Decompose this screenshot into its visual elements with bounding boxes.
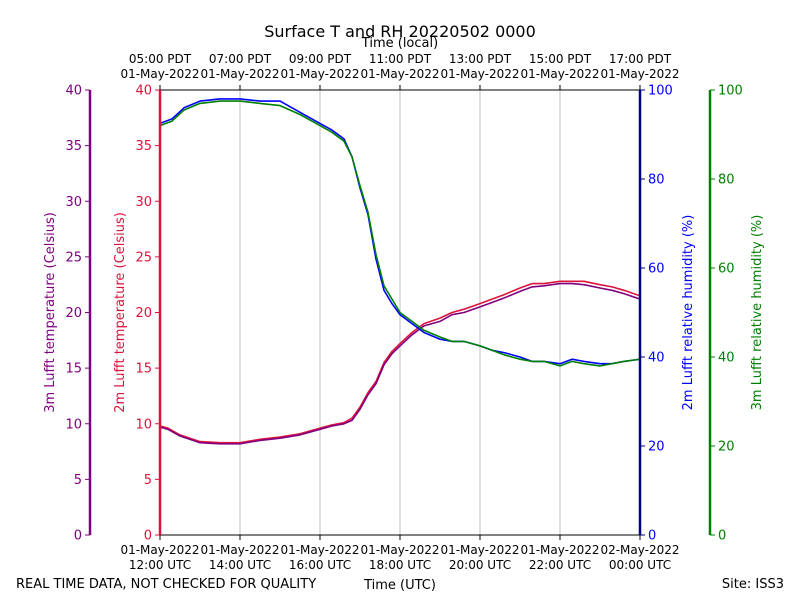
top-tick-label: 09:00 PDT: [289, 52, 352, 66]
temp3m-tick-label: 25: [65, 250, 82, 265]
rh2m-tick-label: 20: [648, 440, 665, 455]
rh2m-tick-label: 60: [648, 262, 665, 277]
x-tick-label: 22:00 UTC: [529, 558, 591, 572]
series-line-2m-lufft-temperature: [159, 280, 641, 444]
chart-title: Surface T and RH 20220502 0000: [264, 22, 536, 41]
x-tick-label: 01-May-2022: [200, 543, 279, 557]
site-label: Site: ISS3: [722, 577, 784, 592]
x-tick-label: 01-May-2022: [520, 543, 599, 557]
x-tick-label: 02-May-2022: [600, 543, 679, 557]
temp2m-tick-label: 30: [135, 195, 152, 210]
top-tick-label: 01-May-2022: [520, 67, 599, 81]
temp3m-tick-label: 0: [74, 529, 82, 544]
temp2m-tick-label: 20: [135, 306, 152, 321]
temp2m-tick-label: 25: [135, 250, 152, 265]
temp3m-tick-label: 10: [65, 417, 82, 432]
top-tick-label: 15:00 PDT: [529, 52, 592, 66]
series-lines: [159, 98, 641, 445]
temp2m-tick-label: 35: [135, 139, 152, 154]
top-tick-label: 01-May-2022: [200, 67, 279, 81]
temp3m-axis-label: 3m Lufft temperature (Celsius): [43, 212, 58, 413]
axes: 0 5 10 15 20 25 30 35 40 3m Lufft temperature (Ce…: [43, 84, 765, 544]
rh2m-tick-label: 80: [648, 173, 665, 188]
temp3m-tick-label: 15: [65, 362, 82, 377]
top-tick-label: 13:00 PDT: [449, 52, 512, 66]
top-tick-label: 11:00 PDT: [369, 52, 432, 66]
top-tick-label: 17:00 PDT: [609, 52, 672, 66]
series-line-2m-lufft-relative-humidity: [159, 98, 641, 365]
x-tick-label: 18:00 UTC: [369, 558, 431, 572]
temp2m-tick-label: 40: [135, 84, 152, 99]
rh3m-tick-label: 40: [718, 351, 735, 366]
top-tick-label: 01-May-2022: [360, 67, 439, 81]
x-axis-label: Time (UTC): [363, 578, 436, 593]
temp3m-tick-label: 35: [65, 139, 82, 154]
rh3m-tick-label: 100: [718, 84, 743, 99]
x-tick-label: 01-May-2022: [360, 543, 439, 557]
x-tick-label: 12:00 UTC: [129, 558, 191, 572]
temp2m-tick-label: 5: [144, 473, 152, 488]
top-tick-label: 01-May-2022: [600, 67, 679, 81]
x-tick-label: 14:00 UTC: [209, 558, 271, 572]
top-tick-label: 01-May-2022: [280, 67, 359, 81]
x-tick-label: 20:00 UTC: [449, 558, 511, 572]
x-tick-label: 16:00 UTC: [289, 558, 351, 572]
rh2m-tick-label: 40: [648, 351, 665, 366]
temp2m-tick-label: 10: [135, 417, 152, 432]
temp3m-tick-label: 20: [65, 306, 82, 321]
x-tick-label: 01-May-2022: [120, 543, 199, 557]
x-tick-label: 00:00 UTC: [609, 558, 671, 572]
top-tick-label: 05:00 PDT: [129, 52, 192, 66]
rh3m-axis-label: 3m Lufft relative humidity (%): [750, 215, 765, 411]
quality-disclaimer: REAL TIME DATA, NOT CHECKED FOR QUALITY: [16, 577, 316, 592]
rh3m-tick-label: 0: [718, 529, 726, 544]
x-tick-label: 01-May-2022: [280, 543, 359, 557]
rh2m-tick-label: 100: [648, 84, 673, 99]
top-tick-label: 07:00 PDT: [209, 52, 272, 66]
temp3m-tick-label: 30: [65, 195, 82, 210]
rh3m-tick-label: 80: [718, 173, 735, 188]
x-tick-label: 01-May-2022: [440, 543, 519, 557]
top-tick-label: 01-May-2022: [440, 67, 519, 81]
top-axis-label: Time (local): [361, 36, 438, 51]
rh3m-tick-label: 60: [718, 262, 735, 277]
temp3m-tick-label: 5: [74, 473, 82, 488]
top-tick-label: 01-May-2022: [120, 67, 199, 81]
temp3m-tick-label: 40: [65, 84, 82, 99]
temp2m-tick-label: 15: [135, 362, 152, 377]
rh3m-tick-label: 20: [718, 440, 735, 455]
rh2m-tick-label: 0: [648, 529, 656, 544]
series-line-3m-lufft-temperature: [159, 282, 641, 445]
rh2m-axis-label: 2m Lufft relative humidity (%): [681, 215, 696, 411]
temp2m-axis-label: 2m Lufft temperature (Celsius): [113, 212, 128, 413]
temp2m-tick-label: 0: [144, 529, 152, 544]
series-line-3m-lufft-relative-humidity: [159, 100, 641, 367]
